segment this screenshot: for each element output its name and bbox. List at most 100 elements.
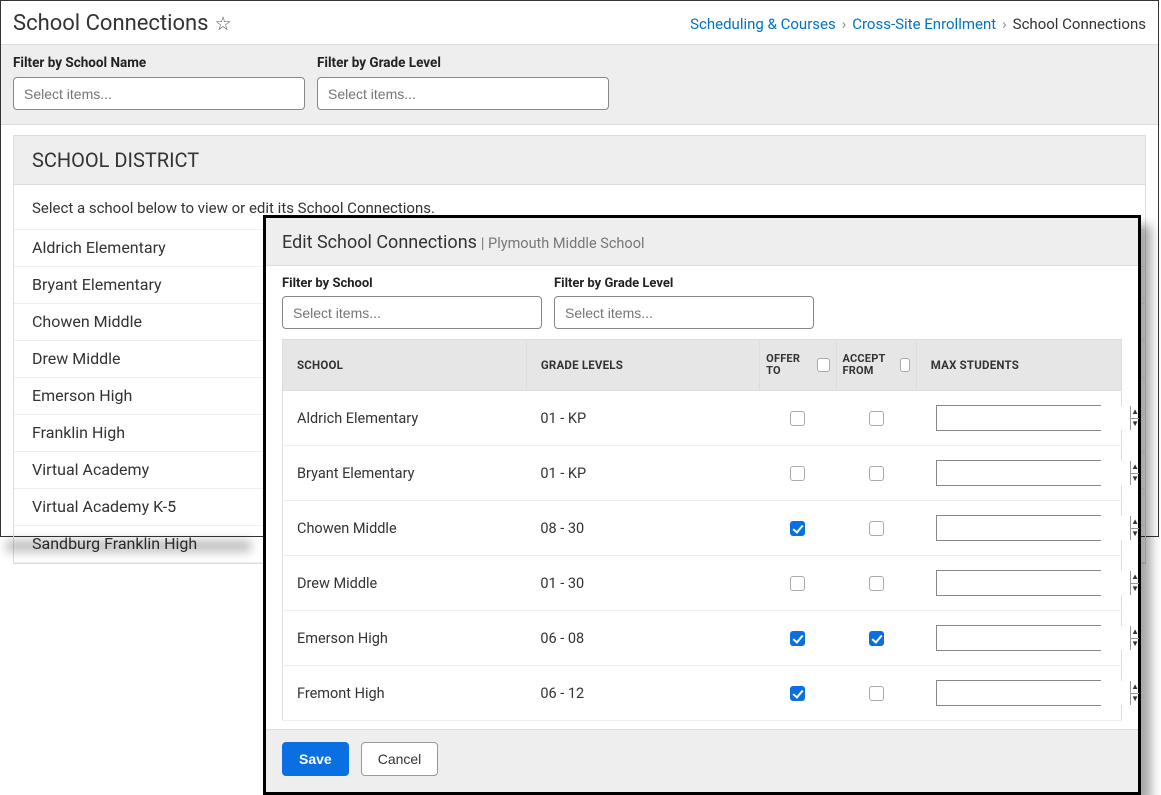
max-students-spinner[interactable]: ▲▼ xyxy=(936,515,1101,541)
accept-checkbox[interactable] xyxy=(869,521,884,536)
cell-school: Fremont High xyxy=(283,666,527,721)
save-button[interactable]: Save xyxy=(282,742,349,776)
offer-checkbox[interactable] xyxy=(790,576,805,591)
modal-footer: Save Cancel xyxy=(266,729,1138,792)
spinner-buttons: ▲▼ xyxy=(1130,406,1139,430)
table-row: Fremont High06 - 12▲▼ xyxy=(283,666,1122,721)
accept-checkbox[interactable] xyxy=(869,411,884,426)
spinner-up-icon[interactable]: ▲ xyxy=(1131,461,1139,474)
accept-all-checkbox[interactable] xyxy=(900,358,910,372)
spinner-buttons: ▲▼ xyxy=(1130,681,1139,705)
cell-school: Aldrich Elementary xyxy=(283,391,527,446)
modal-filter-grade-input[interactable] xyxy=(554,296,814,329)
max-students-input[interactable] xyxy=(937,571,1130,595)
max-students-input[interactable] xyxy=(937,626,1130,650)
cell-grade: 01 - KP xyxy=(526,391,759,446)
modal-filter-school-group: Filter by School xyxy=(282,276,542,329)
offer-all-checkbox[interactable] xyxy=(817,358,830,372)
spinner-up-icon[interactable]: ▲ xyxy=(1131,406,1139,419)
page-title-text: School Connections xyxy=(13,11,209,36)
shadow xyxy=(6,540,251,552)
max-students-input[interactable] xyxy=(937,461,1130,485)
col-offer: OFFER TO xyxy=(760,340,836,391)
connections-table-wrap: SCHOOL GRADE LEVELS OFFER TO ACCEPT FROM xyxy=(266,339,1138,729)
cell-offer xyxy=(760,391,836,446)
accept-checkbox[interactable] xyxy=(869,576,884,591)
spinner-down-icon[interactable]: ▼ xyxy=(1131,419,1139,431)
table-header-row: SCHOOL GRADE LEVELS OFFER TO ACCEPT FROM xyxy=(283,340,1122,391)
cell-accept xyxy=(836,666,916,721)
accept-checkbox[interactable] xyxy=(869,466,884,481)
modal-filter-school-input[interactable] xyxy=(282,296,542,329)
accept-checkbox[interactable] xyxy=(869,631,884,646)
spinner-down-icon[interactable]: ▼ xyxy=(1131,584,1139,596)
col-max[interactable]: MAX STUDENTS xyxy=(916,340,1121,391)
breadcrumb-link-crosssite[interactable]: Cross-Site Enrollment xyxy=(852,15,996,33)
cell-school: Drew Middle xyxy=(283,556,527,611)
max-students-spinner[interactable]: ▲▼ xyxy=(936,680,1101,706)
cell-accept xyxy=(836,611,916,666)
col-school[interactable]: SCHOOL xyxy=(283,340,527,391)
cell-grade: 01 - KP xyxy=(526,446,759,501)
max-students-spinner[interactable]: ▲▼ xyxy=(936,460,1101,486)
cell-accept xyxy=(836,501,916,556)
spinner-up-icon[interactable]: ▲ xyxy=(1131,571,1139,584)
table-row: Bryant Elementary01 - KP ▲▼ xyxy=(283,446,1122,501)
spinner-down-icon[interactable]: ▼ xyxy=(1131,694,1139,706)
cell-offer xyxy=(760,556,836,611)
table-row: Drew Middle01 - 30▲▼ xyxy=(283,556,1122,611)
cell-max: ▲▼ xyxy=(916,666,1121,721)
filter-grade-level-label: Filter by Grade Level xyxy=(317,55,609,71)
header-bar: School Connections ☆ Scheduling & Course… xyxy=(1,1,1158,45)
modal-filter-grade-group: Filter by Grade Level xyxy=(554,276,814,329)
offer-checkbox[interactable] xyxy=(790,686,805,701)
max-students-spinner[interactable]: ▲▼ xyxy=(936,405,1101,431)
cell-offer xyxy=(760,501,836,556)
spinner-up-icon[interactable]: ▲ xyxy=(1131,516,1139,529)
breadcrumb-current: School Connections xyxy=(1013,15,1146,33)
modal-subtitle-text: Plymouth Middle School xyxy=(488,235,644,252)
cell-school: Bryant Elementary xyxy=(283,446,527,501)
modal-filter-school-label: Filter by School xyxy=(282,276,542,291)
col-offer-label: OFFER TO xyxy=(766,353,811,377)
offer-checkbox[interactable] xyxy=(790,411,805,426)
accept-checkbox[interactable] xyxy=(869,686,884,701)
spinner-down-icon[interactable]: ▼ xyxy=(1131,529,1139,541)
col-grade[interactable]: GRADE LEVELS xyxy=(526,340,759,391)
spinner-buttons: ▲▼ xyxy=(1130,516,1139,540)
cell-school: Emerson High xyxy=(283,611,527,666)
cell-offer xyxy=(760,446,836,501)
max-students-input[interactable] xyxy=(937,406,1130,430)
max-students-spinner[interactable]: ▲▼ xyxy=(936,570,1101,596)
col-accept: ACCEPT FROM xyxy=(836,340,916,391)
cell-accept xyxy=(836,446,916,501)
page-title: School Connections ☆ xyxy=(13,11,232,36)
filter-school-name-input[interactable] xyxy=(13,77,305,110)
table-row: Chowen Middle08 - 30▲▼ xyxy=(283,501,1122,556)
star-icon[interactable]: ☆ xyxy=(215,12,232,35)
spinner-buttons: ▲▼ xyxy=(1130,571,1139,595)
cell-max: ▲▼ xyxy=(916,556,1121,611)
offer-checkbox[interactable] xyxy=(790,521,805,536)
spinner-buttons: ▲▼ xyxy=(1130,461,1139,485)
max-students-input[interactable] xyxy=(937,681,1130,705)
max-students-spinner[interactable]: ▲▼ xyxy=(936,625,1101,651)
table-row: Aldrich Elementary01 - KP ▲▼ xyxy=(283,391,1122,446)
offer-checkbox[interactable] xyxy=(790,631,805,646)
spinner-down-icon[interactable]: ▼ xyxy=(1131,474,1139,486)
max-students-input[interactable] xyxy=(937,516,1130,540)
spinner-up-icon[interactable]: ▲ xyxy=(1131,681,1139,694)
offer-checkbox[interactable] xyxy=(790,466,805,481)
cell-grade: 06 - 08 xyxy=(526,611,759,666)
chevron-right-icon: › xyxy=(1002,15,1007,33)
cell-max: ▲▼ xyxy=(916,501,1121,556)
cell-max: ▲▼ xyxy=(916,391,1121,446)
cancel-button[interactable]: Cancel xyxy=(361,742,439,776)
breadcrumb: Scheduling & Courses › Cross-Site Enroll… xyxy=(690,15,1146,33)
breadcrumb-link-scheduling[interactable]: Scheduling & Courses xyxy=(690,15,836,33)
filter-grade-level-input[interactable] xyxy=(317,77,609,110)
spinner-down-icon[interactable]: ▼ xyxy=(1131,639,1139,651)
district-heading: SCHOOL DISTRICT xyxy=(14,136,1145,185)
spinner-up-icon[interactable]: ▲ xyxy=(1131,626,1139,639)
chevron-right-icon: › xyxy=(842,15,847,33)
